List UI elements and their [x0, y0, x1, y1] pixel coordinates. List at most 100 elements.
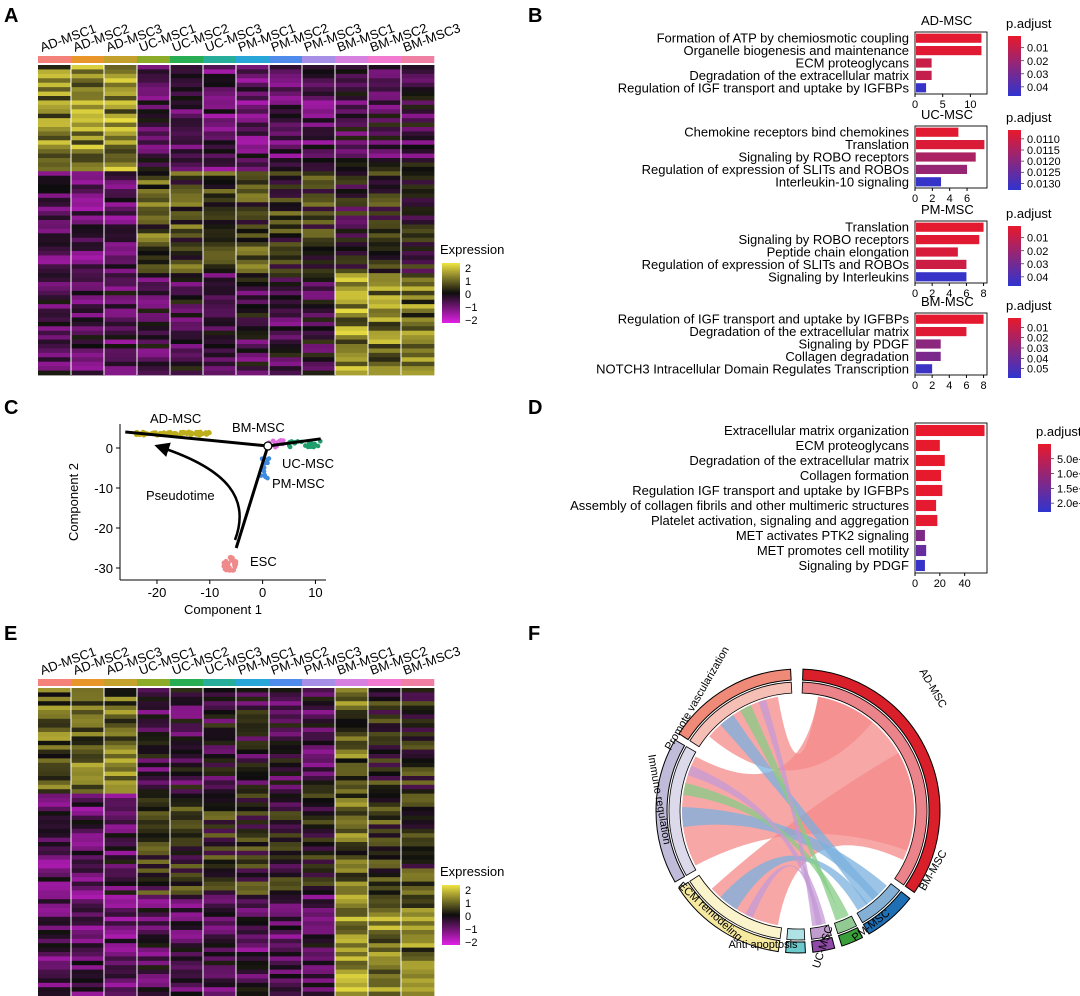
y-tick-label: 0 — [106, 441, 113, 456]
heatmap-cell — [401, 330, 435, 336]
heatmap-a-tick: −2 — [465, 315, 478, 327]
heatmap-cell — [368, 864, 402, 869]
heatmap-cell — [71, 109, 105, 115]
heatmap-cell — [71, 246, 105, 252]
heatmap-cell — [71, 259, 105, 265]
heatmap-cell — [401, 771, 435, 777]
heatmap-cell — [170, 696, 204, 702]
heatmap-cell — [38, 793, 72, 799]
heatmap-cell — [104, 758, 138, 764]
heatmap-cell — [269, 295, 303, 301]
x-tick-label: 8 — [981, 288, 987, 300]
heatmap-cell — [269, 824, 303, 830]
heatmap-cell — [170, 87, 204, 92]
heatmap-cell — [71, 850, 105, 856]
heatmap-cell — [269, 264, 303, 270]
cluster-label: UC-MSC — [282, 456, 334, 471]
heatmap-cell — [38, 233, 72, 239]
heatmap-cell — [203, 184, 237, 190]
bar — [916, 177, 942, 187]
heatmap-cell — [269, 140, 303, 146]
heatmap-cell — [401, 321, 435, 327]
sector-inner-track — [801, 681, 928, 886]
sector-outer-arc — [678, 668, 792, 741]
heatmap-cell — [335, 233, 369, 239]
heatmap-cell — [38, 965, 72, 970]
heatmap-cell — [38, 127, 72, 132]
heatmap-cell — [203, 344, 237, 349]
heatmap-cell — [368, 282, 402, 287]
heatmap-cell — [269, 952, 303, 957]
heatmap-cell — [71, 991, 105, 996]
heatmap-cell — [335, 352, 369, 358]
heatmap-cell — [368, 321, 402, 327]
heatmap-cell — [104, 295, 138, 301]
heatmap-cell — [203, 701, 237, 706]
heatmap-cell — [401, 982, 435, 988]
heatmap-cell — [71, 833, 105, 838]
heatmap-cell — [137, 886, 171, 891]
heatmap-cell — [203, 762, 237, 768]
heatmap-cell — [137, 705, 171, 711]
heatmap-cell — [368, 268, 402, 274]
heatmap-cell — [203, 864, 237, 869]
heatmap-cell — [302, 789, 336, 794]
legend-tick-label: 0.03 — [1027, 69, 1048, 81]
heatmap-cell — [269, 864, 303, 869]
heatmap-cell — [104, 969, 138, 975]
heatmap-cell — [170, 144, 204, 150]
heatmap-cell — [302, 798, 336, 803]
heatmap-cell — [236, 947, 270, 953]
heatmap-cell — [335, 776, 369, 781]
heatmap-cell — [203, 855, 237, 860]
heatmap-cell — [368, 344, 402, 349]
heatmap-cell — [302, 299, 336, 305]
heatmap-cell — [236, 153, 270, 159]
heatmap-cell — [401, 784, 435, 790]
heatmap-cell — [302, 745, 336, 750]
heatmap-cell — [401, 688, 435, 693]
heatmap-cell — [203, 361, 237, 367]
heatmap-cell — [104, 299, 138, 305]
heatmap-cell — [401, 149, 435, 154]
heatmap-cell — [203, 947, 237, 953]
heatmap-cell — [38, 956, 72, 962]
heatmap-cell — [368, 277, 402, 283]
heatmap-cell — [203, 91, 237, 97]
heatmap-cell — [368, 745, 402, 750]
heatmap-cell — [335, 820, 369, 825]
heatmap-cell — [269, 127, 303, 132]
heatmap-cell — [170, 916, 204, 922]
heatmap-cell — [368, 286, 402, 292]
heatmap-cell — [236, 127, 270, 132]
legend-tick-label: 0.03 — [1027, 343, 1048, 355]
chord-link — [745, 865, 823, 926]
heatmap-cell — [104, 352, 138, 358]
heatmap-cell — [104, 736, 138, 742]
legend-tick-label: 0.04 — [1027, 353, 1048, 365]
heatmap-cell — [203, 295, 237, 301]
sector-outer-arc — [785, 940, 806, 954]
heatmap-cell — [71, 357, 105, 363]
heatmap-cell — [104, 326, 138, 332]
heatmap-cell — [335, 326, 369, 332]
heatmap-cell — [302, 833, 336, 838]
heatmap-cell — [302, 952, 336, 957]
legend-tick-label: 1.5e−08 — [1057, 483, 1080, 495]
heatmap-cell — [104, 127, 138, 132]
heatmap-cell — [71, 140, 105, 146]
heatmap-cell — [401, 864, 435, 869]
heatmap-cell — [203, 837, 237, 843]
heatmap-cell — [335, 237, 369, 243]
heatmap-cell — [335, 295, 369, 301]
category-label: MET activates PTK2 signaling — [736, 528, 909, 543]
heatmap-cell — [137, 211, 171, 216]
heatmap-cell — [104, 872, 138, 878]
heatmap-cell — [170, 259, 204, 265]
heatmap-cell — [38, 246, 72, 252]
heatmap-cell — [269, 357, 303, 363]
heatmap-cell — [236, 242, 270, 247]
heatmap-cell — [203, 317, 237, 323]
heatmap-cell — [236, 956, 270, 962]
legend-title: p.adjust — [1006, 110, 1052, 125]
